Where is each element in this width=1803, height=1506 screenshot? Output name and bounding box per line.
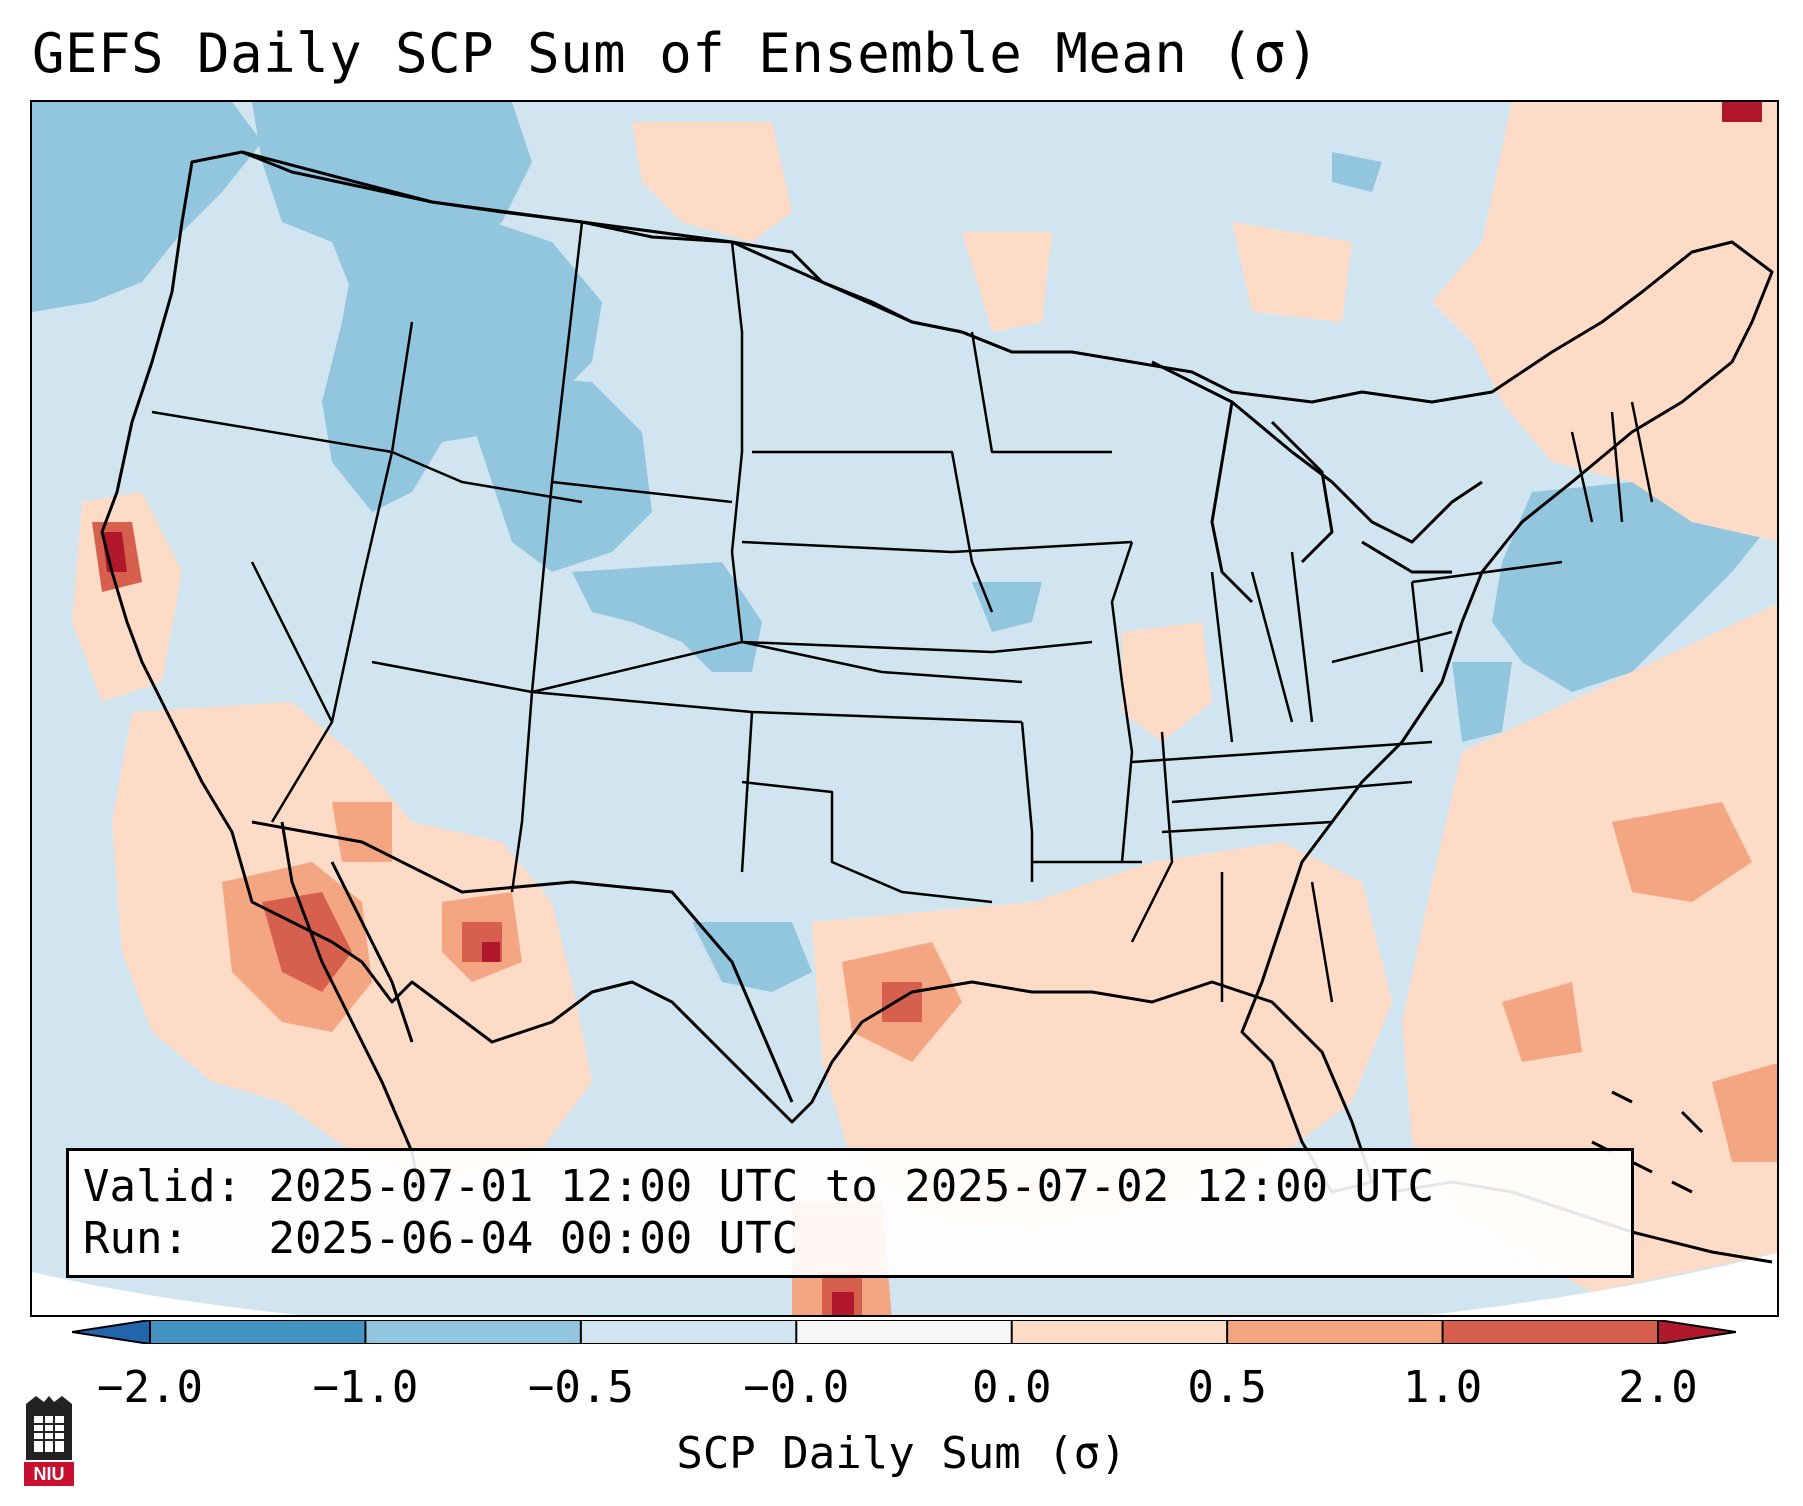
colorbar-segment — [1442, 1320, 1659, 1344]
colorbar — [72, 1320, 1736, 1344]
colorbar-segment — [580, 1320, 797, 1344]
chart-title: GEFS Daily SCP Sum of Ensemble Mean (σ) — [32, 22, 1320, 85]
run-line: Run: 2025-06-04 00:00 UTC — [83, 1213, 798, 1265]
colorbar-tick-label: 0.5 — [1187, 1362, 1267, 1413]
colorbar-over-arrow — [1658, 1320, 1736, 1344]
map-canvas — [32, 102, 1777, 1315]
boundaries — [100, 150, 1774, 1264]
colorbar-under-arrow — [72, 1320, 150, 1344]
colorbar-label: SCP Daily Sum (σ) — [676, 1428, 1127, 1479]
colorbar-segment — [1011, 1320, 1228, 1344]
valid-label: Valid: — [83, 1161, 242, 1212]
colorbar-segment — [150, 1320, 366, 1344]
niu-logo: NIU — [24, 1396, 74, 1486]
lake-michigan — [1210, 401, 1254, 604]
colorbar-segments — [150, 1320, 1659, 1344]
logo-text: NIU — [34, 1464, 65, 1484]
us-outline — [100, 150, 1774, 1194]
canada-us-border — [241, 150, 1013, 354]
state-lines — [151, 410, 583, 504]
negative-anomaly-regions — [32, 102, 1772, 1112]
colorbar-tick-label: 1.0 — [1402, 1362, 1483, 1413]
info-box: Valid: 2025-07-01 12:00 UTC to 2025-07-0… — [66, 1148, 1634, 1278]
valid-value: 2025-07-01 12:00 UTC to 2025-07-02 12:00… — [268, 1161, 1435, 1212]
colorbar-tick-label: −0.0 — [743, 1362, 850, 1413]
mexico-us-border — [251, 820, 794, 1103]
colorbar-segment — [796, 1320, 1013, 1344]
run-value: 2025-06-04 00:00 UTC — [268, 1213, 799, 1264]
valid-line: Valid: 2025-07-01 12:00 UTC to 2025-07-0… — [83, 1161, 1434, 1213]
colorbar-segment — [1227, 1320, 1444, 1344]
map-panel[interactable] — [30, 100, 1779, 1317]
colorbar-tick-label: 0.0 — [971, 1362, 1052, 1413]
great-lakes — [1151, 360, 1483, 544]
colorbar-tick-label: −1.0 — [312, 1362, 419, 1413]
colorbar-tick-label: −0.5 — [527, 1362, 634, 1413]
run-label: Run: — [83, 1213, 189, 1264]
colorbar-segment — [365, 1320, 582, 1344]
colorbar-tick-label: 2.0 — [1618, 1362, 1698, 1413]
colorbar-tick-label: −2.0 — [97, 1362, 203, 1413]
